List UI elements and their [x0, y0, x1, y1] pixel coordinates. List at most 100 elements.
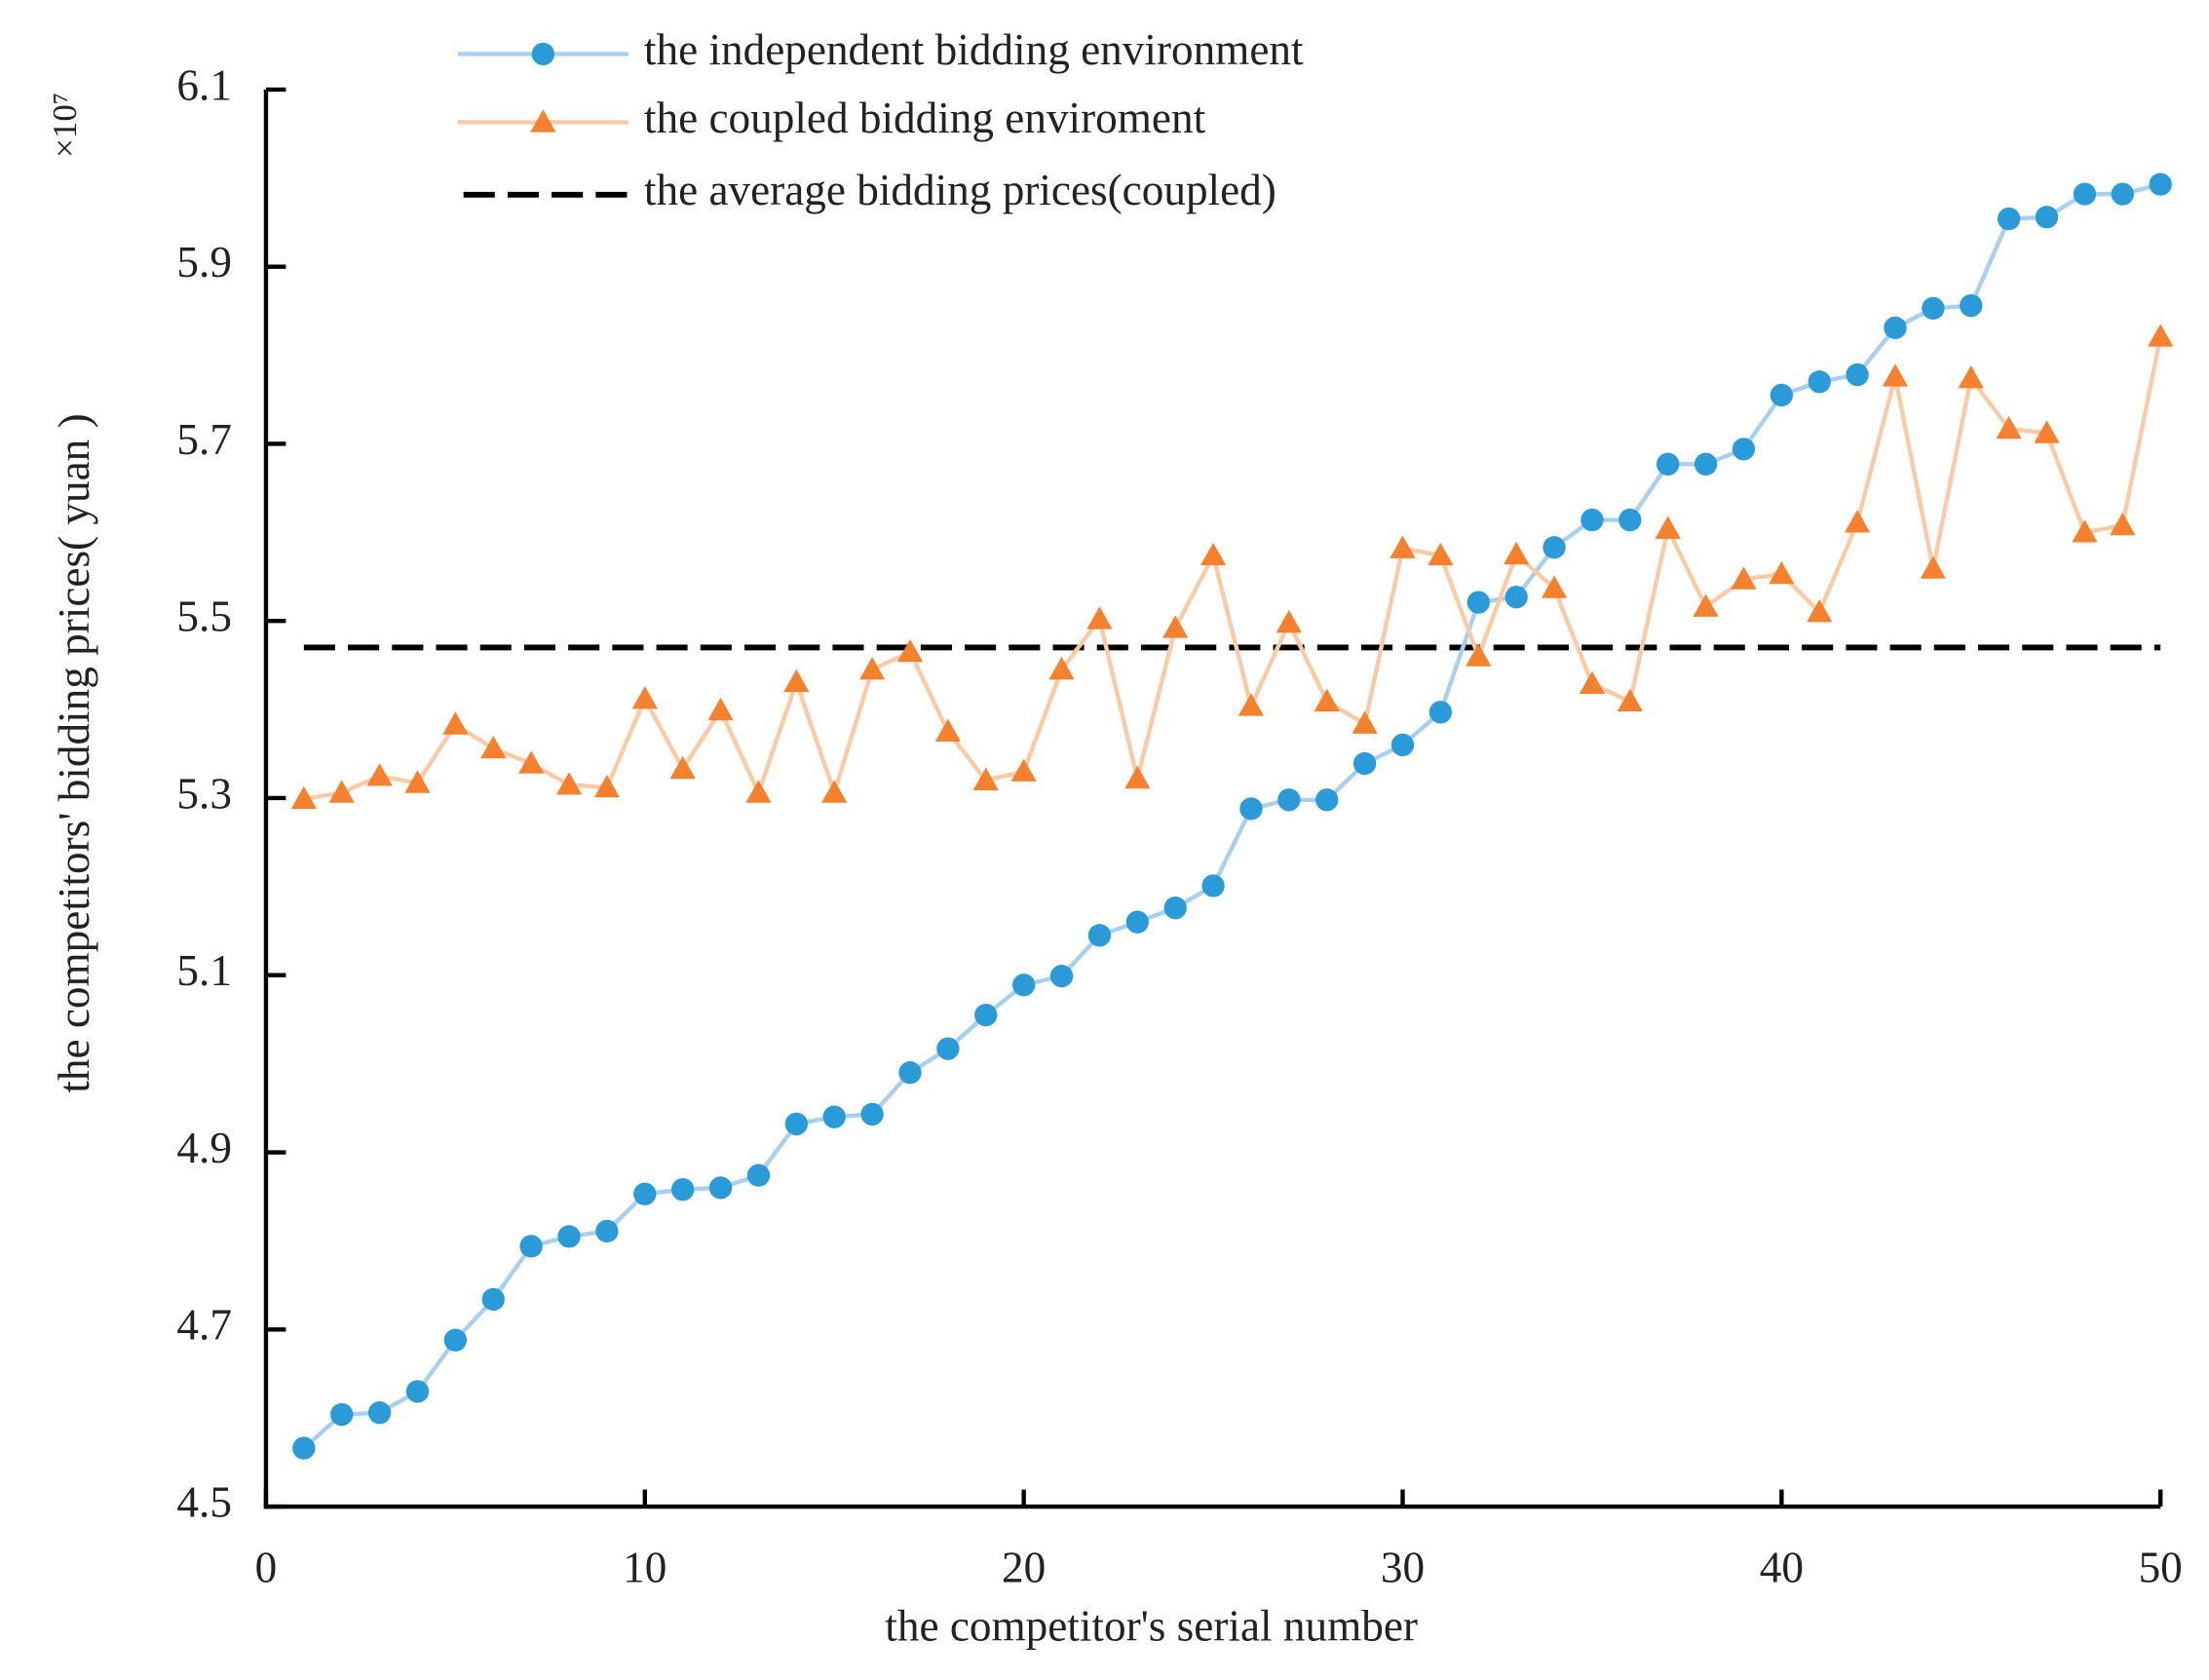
- y-tick-label: 5.3: [176, 769, 232, 818]
- data-point: [898, 1061, 922, 1085]
- data-point: [1315, 788, 1339, 812]
- data-point: [1352, 710, 1378, 734]
- x-tick-label: 40: [1760, 1544, 1804, 1592]
- data-point: [480, 735, 507, 759]
- data-point: [1657, 452, 1680, 477]
- data-point: [1884, 316, 1907, 340]
- y-tick-label: 5.9: [176, 238, 232, 286]
- data-point: [1694, 452, 1718, 477]
- data-point: [1770, 383, 1794, 407]
- data-point: [1922, 296, 1945, 321]
- data-point: [1466, 643, 1492, 667]
- data-point: [1276, 609, 1302, 633]
- data-point: [1011, 974, 1036, 997]
- data-point: [1010, 758, 1037, 782]
- data-point: [2110, 512, 2136, 536]
- data-point: [633, 1182, 657, 1205]
- data-point: [1238, 693, 1265, 716]
- data-point: [1125, 910, 1149, 934]
- data-point: [934, 718, 962, 743]
- data-point: [1428, 542, 1454, 566]
- data-point: [481, 1287, 505, 1312]
- data-point: [1996, 415, 2022, 439]
- data-point: [2034, 420, 2060, 443]
- data-point: [405, 1380, 430, 1403]
- data-point: [784, 1112, 809, 1136]
- legend-label: the coupled bidding enviroment: [644, 94, 1206, 142]
- data-point: [1201, 874, 1225, 897]
- data-point: [557, 1225, 581, 1248]
- data-point: [1997, 207, 2021, 231]
- data-point: [707, 697, 734, 721]
- data-point: [1920, 555, 1947, 579]
- data-point: [2073, 182, 2097, 206]
- data-point: [896, 638, 924, 663]
- data-point: [2111, 182, 2134, 206]
- data-point: [1239, 797, 1263, 821]
- data-point: [858, 657, 886, 680]
- data-point: [1732, 438, 1756, 461]
- data-point: [2072, 519, 2098, 543]
- data-point: [1958, 365, 1984, 389]
- data-point: [671, 1178, 695, 1202]
- data-point: [821, 780, 848, 803]
- y-tick-label: 5.7: [176, 415, 232, 464]
- data-point: [519, 1235, 543, 1258]
- data-point: [555, 772, 583, 795]
- x-tick-label: 10: [623, 1544, 667, 1592]
- data-point: [936, 1037, 960, 1060]
- data-point: [860, 1102, 884, 1126]
- data-point: [1693, 593, 1719, 617]
- data-point: [708, 1176, 733, 1200]
- data-point: [367, 1401, 392, 1425]
- data-point: [1504, 585, 1528, 609]
- data-point: [328, 780, 355, 803]
- x-tick-label: 20: [1002, 1544, 1046, 1592]
- data-point: [631, 686, 658, 709]
- data-point: [1428, 701, 1453, 724]
- data-point: [1731, 566, 1757, 590]
- data-point: [974, 1003, 998, 1027]
- series-line: [302, 182, 2161, 1450]
- data-point: [593, 774, 621, 798]
- data-point: [2035, 206, 2059, 229]
- y-tick-label: 4.7: [176, 1301, 232, 1350]
- data-point: [1846, 363, 1869, 387]
- data-point: [822, 1105, 846, 1128]
- data-point: [292, 1436, 316, 1460]
- data-point: [1124, 765, 1151, 789]
- data-point: [1655, 515, 1681, 539]
- data-point: [1844, 510, 1871, 533]
- x-tick-label: 30: [1381, 1544, 1425, 1592]
- data-point: [1617, 688, 1643, 712]
- y-tick-label: 4.9: [176, 1124, 232, 1172]
- legend-marker: [530, 109, 556, 133]
- data-point: [1163, 897, 1187, 920]
- data-point: [330, 1402, 354, 1427]
- data-point: [1048, 657, 1075, 680]
- data-point: [1960, 293, 1983, 318]
- data-point: [366, 763, 393, 786]
- data-point: [2149, 172, 2172, 196]
- data-point: [1352, 751, 1377, 776]
- legend-label: the average bidding prices(coupled): [644, 166, 1276, 214]
- data-point: [1314, 688, 1340, 712]
- data-point: [1541, 575, 1568, 598]
- legend-label: the independent bidding environment: [644, 25, 1304, 74]
- data-point: [1390, 535, 1416, 558]
- y-tick-label: 5.1: [176, 946, 232, 995]
- data-point: [1162, 615, 1189, 638]
- data-point: [669, 755, 696, 780]
- y-tick-label: 4.5: [176, 1477, 232, 1526]
- data-point: [1504, 541, 1530, 565]
- data-point: [745, 780, 772, 803]
- y-tick-label: 5.5: [176, 592, 232, 641]
- data-point: [595, 1219, 619, 1243]
- data-point: [1579, 670, 1606, 694]
- data-point: [1542, 536, 1566, 559]
- data-point: [1807, 598, 1833, 623]
- data-point: [443, 1328, 468, 1352]
- data-point: [290, 785, 317, 810]
- y-tick-label: 6.1: [176, 60, 232, 109]
